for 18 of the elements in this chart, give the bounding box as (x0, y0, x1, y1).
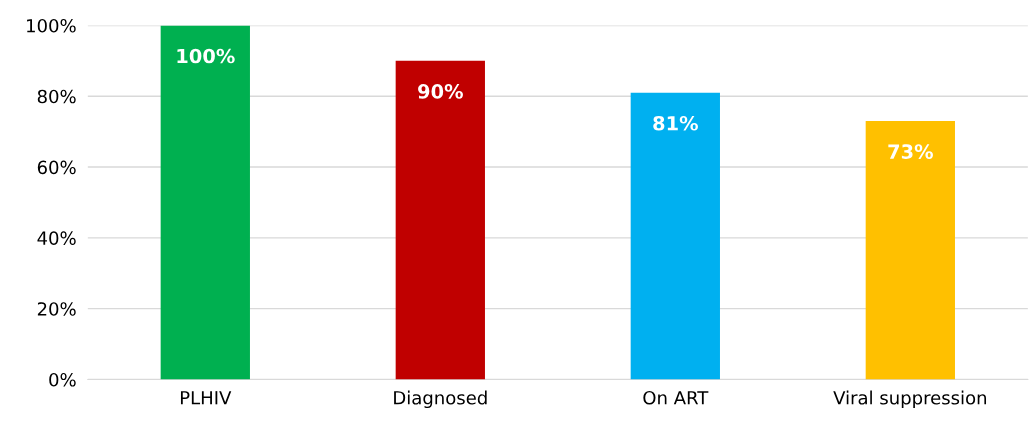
bar (395, 60, 485, 380)
data-label: 73% (888, 144, 933, 159)
bar (630, 92, 720, 380)
data-label: 81% (653, 115, 698, 131)
y-tick-label: 60% (37, 160, 76, 175)
x-tick-label: Viral suppression (833, 390, 987, 409)
data-label: 100% (177, 48, 235, 64)
x-tick-label: On ART (643, 390, 709, 405)
y-tick-label: 100% (27, 18, 76, 33)
x-tick-label: Diagnosed (394, 390, 487, 409)
bar (865, 121, 955, 380)
y-tick-label: 0% (49, 372, 76, 387)
x-tick-label: PLHIV (180, 391, 232, 405)
bar (160, 25, 250, 380)
y-tick-label: 20% (37, 302, 76, 316)
y-tick-label: 40% (37, 231, 76, 245)
data-label: 90% (418, 84, 463, 99)
y-tick-label: 80% (37, 89, 76, 104)
